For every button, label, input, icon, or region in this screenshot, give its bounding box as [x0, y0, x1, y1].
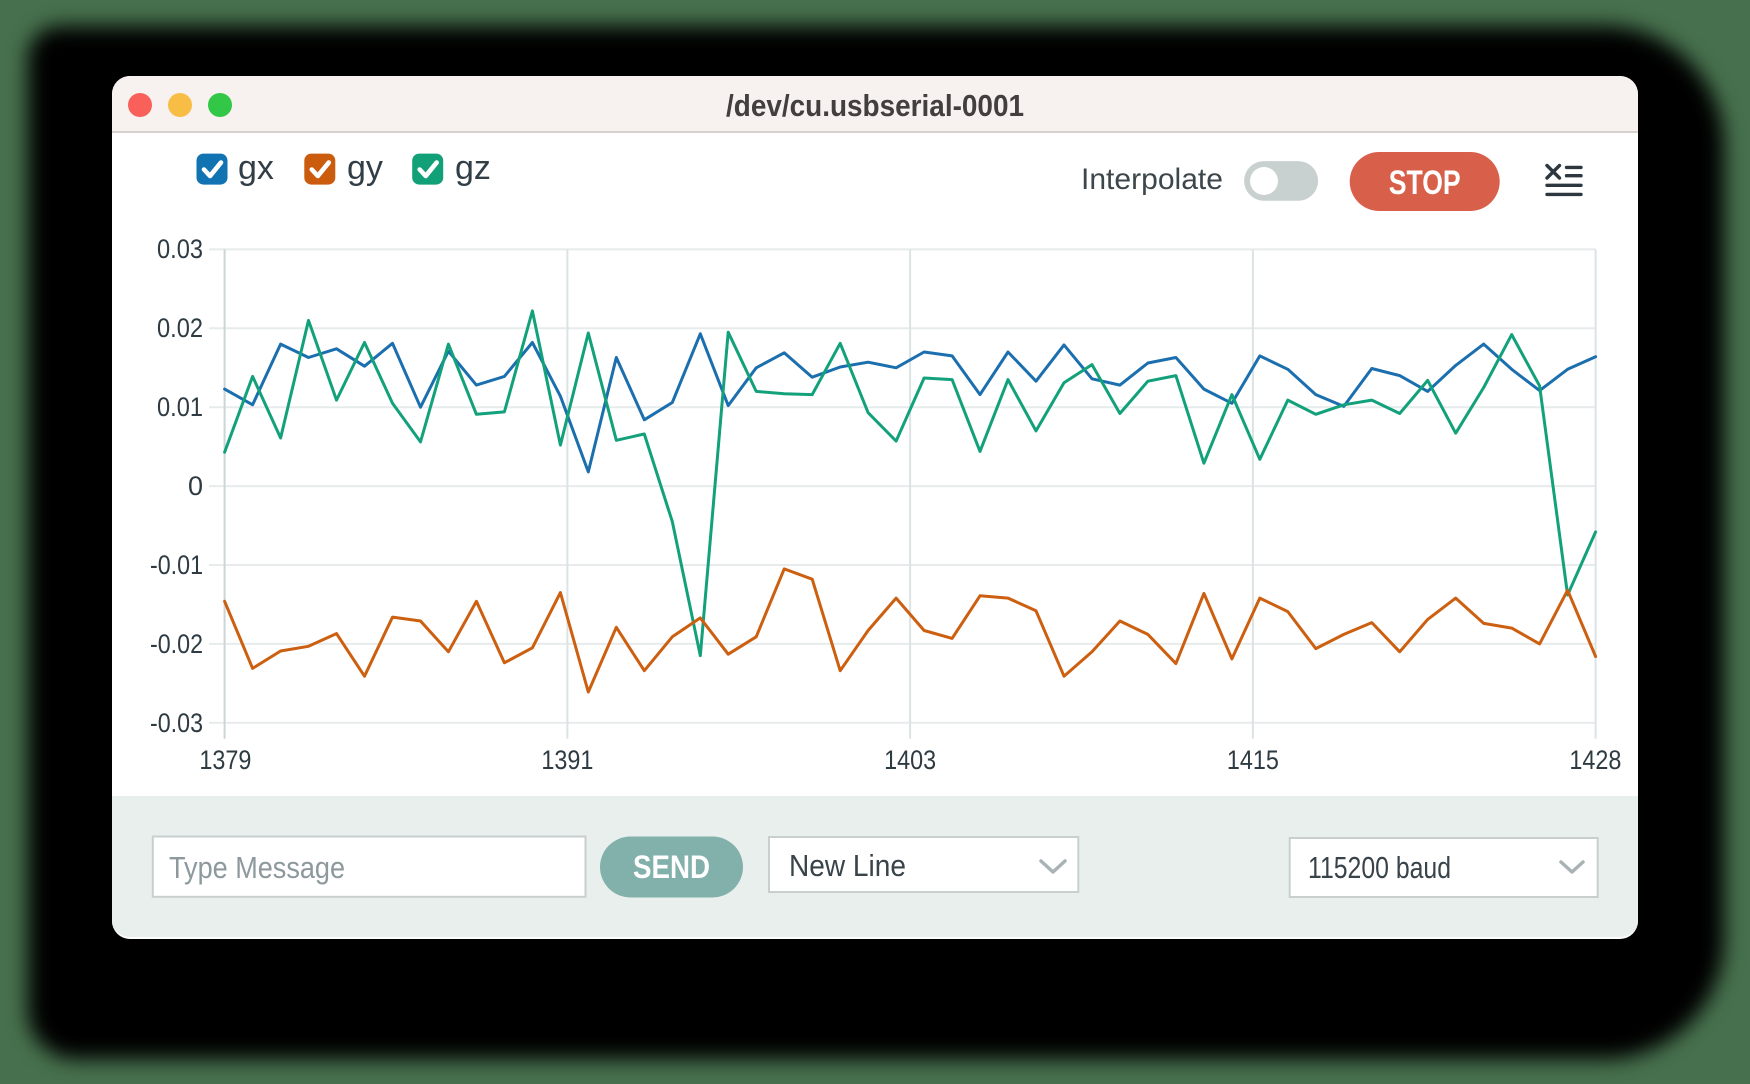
svg-text:0: 0 — [188, 471, 203, 501]
svg-text:SEND: SEND — [633, 849, 710, 885]
svg-text:1415: 1415 — [1227, 745, 1279, 775]
svg-text:-0.01: -0.01 — [150, 550, 203, 580]
svg-text:Interpolate: Interpolate — [1081, 163, 1223, 196]
svg-text:-0.03: -0.03 — [150, 708, 203, 738]
svg-text:-0.02: -0.02 — [150, 629, 203, 659]
svg-text:1391: 1391 — [541, 745, 593, 775]
svg-text:0.03: 0.03 — [157, 234, 203, 264]
svg-text:gz: gz — [455, 149, 491, 187]
svg-text:gx: gx — [238, 149, 274, 187]
svg-text:/dev/cu.usbserial-0001: /dev/cu.usbserial-0001 — [726, 88, 1024, 123]
svg-text:1403: 1403 — [884, 745, 936, 775]
svg-text:gy: gy — [347, 149, 383, 187]
svg-text:STOP: STOP — [1389, 164, 1461, 202]
svg-text:115200 baud: 115200 baud — [1308, 850, 1451, 885]
svg-text:0.02: 0.02 — [157, 313, 203, 343]
svg-text:Type Message: Type Message — [169, 850, 345, 885]
svg-text:New Line: New Line — [789, 848, 906, 883]
svg-text:1428: 1428 — [1569, 745, 1621, 775]
svg-text:1379: 1379 — [199, 745, 251, 775]
svg-text:0.01: 0.01 — [157, 392, 203, 422]
